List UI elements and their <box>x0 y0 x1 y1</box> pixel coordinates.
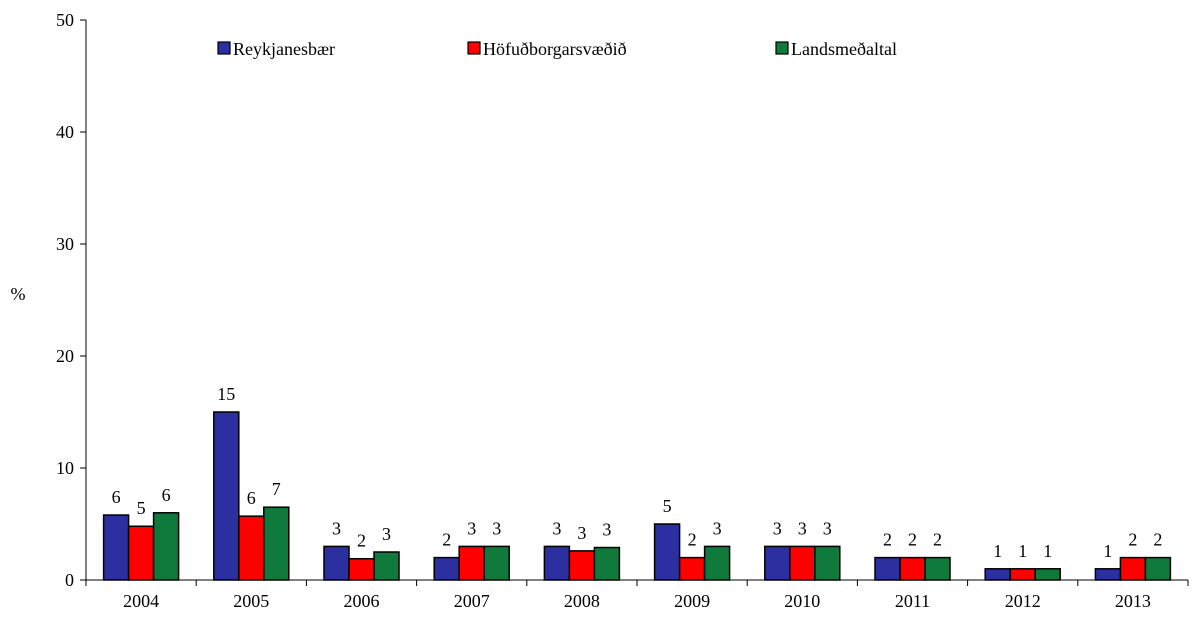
y-tick-label: 40 <box>56 122 74 142</box>
data-label: 3 <box>713 518 722 538</box>
data-label: 7 <box>272 479 281 499</box>
data-label: 6 <box>162 485 171 505</box>
bar <box>127 525 155 581</box>
data-label: 3 <box>798 518 807 538</box>
y-tick-label: 0 <box>65 570 74 590</box>
data-label: 2 <box>688 530 697 550</box>
data-label: 1 <box>1043 541 1052 561</box>
bar <box>102 514 130 581</box>
bar <box>213 411 240 581</box>
data-label: 2 <box>357 531 366 551</box>
legend-swatch <box>467 41 481 55</box>
bar <box>543 545 571 581</box>
data-label: 2 <box>933 530 942 550</box>
x-tick-label: 2012 <box>1005 591 1041 611</box>
bar <box>984 568 1011 581</box>
x-tick-label: 2008 <box>564 591 600 611</box>
bar <box>263 506 290 581</box>
data-label: 3 <box>773 518 782 538</box>
data-label: 1 <box>993 541 1002 561</box>
y-axis-label: % <box>11 284 26 304</box>
x-tick-label: 2013 <box>1115 591 1151 611</box>
legend-swatch <box>217 41 231 55</box>
x-tick-label: 2009 <box>674 591 710 611</box>
data-label: 6 <box>247 488 256 508</box>
data-label: 2 <box>442 530 451 550</box>
x-tick-label: 2010 <box>784 591 820 611</box>
bar <box>1009 568 1036 581</box>
bar <box>152 512 180 581</box>
x-tick-label: 2004 <box>123 591 159 611</box>
x-tick-label: 2007 <box>454 591 490 611</box>
bar <box>1094 568 1122 581</box>
data-label: 6 <box>112 487 121 507</box>
x-tick-label: 2005 <box>233 591 269 611</box>
bar <box>764 545 791 581</box>
bar <box>678 556 706 581</box>
data-label: 2 <box>1128 530 1137 550</box>
x-tick-label: 2006 <box>344 591 380 611</box>
bar <box>924 556 951 581</box>
bar <box>703 545 731 581</box>
data-label: 2 <box>908 530 917 550</box>
data-label: 2 <box>883 530 892 550</box>
data-label: 3 <box>552 518 561 538</box>
bar <box>323 545 350 581</box>
bar <box>458 545 485 581</box>
y-tick-label: 30 <box>56 234 74 254</box>
data-label: 3 <box>382 524 391 544</box>
data-label: 2 <box>1153 530 1162 550</box>
legend-swatch <box>775 41 789 55</box>
bar <box>1144 556 1172 581</box>
bar <box>483 545 510 581</box>
data-label: 15 <box>217 384 235 404</box>
bar <box>789 545 816 581</box>
data-label: 1 <box>1103 541 1112 561</box>
data-label: 3 <box>492 518 501 538</box>
legend: Reykjanesbær Höfuðborgarsvæðið Landsmeðalt… <box>217 39 897 59</box>
data-label: 5 <box>137 498 146 518</box>
bar <box>593 546 621 581</box>
data-label: 3 <box>823 518 832 538</box>
data-label: 3 <box>332 518 341 538</box>
legend-label: Reykjanesbær <box>233 39 335 59</box>
y-tick-label: 10 <box>56 458 74 478</box>
bar <box>1034 568 1061 581</box>
bar <box>348 557 375 581</box>
bar <box>1119 556 1147 581</box>
y-tick-label: 50 <box>56 10 74 30</box>
data-label: 1 <box>1018 541 1027 561</box>
y-tick-label: 20 <box>56 346 74 366</box>
data-label: 3 <box>577 523 586 543</box>
data-label: 3 <box>467 518 476 538</box>
data-label: 3 <box>602 520 611 540</box>
bar <box>653 523 681 581</box>
x-tick-label: 2011 <box>895 591 930 611</box>
legend-label: Höfuðborgarsvæðið <box>483 39 627 59</box>
bar <box>238 515 265 581</box>
data-label: 5 <box>663 496 672 516</box>
bar <box>373 551 400 581</box>
bar <box>874 556 901 581</box>
bar <box>568 550 596 581</box>
legend-label: Landsmeðaltal <box>791 39 897 59</box>
bar <box>814 545 841 581</box>
bar <box>899 556 926 581</box>
bar <box>433 556 460 581</box>
